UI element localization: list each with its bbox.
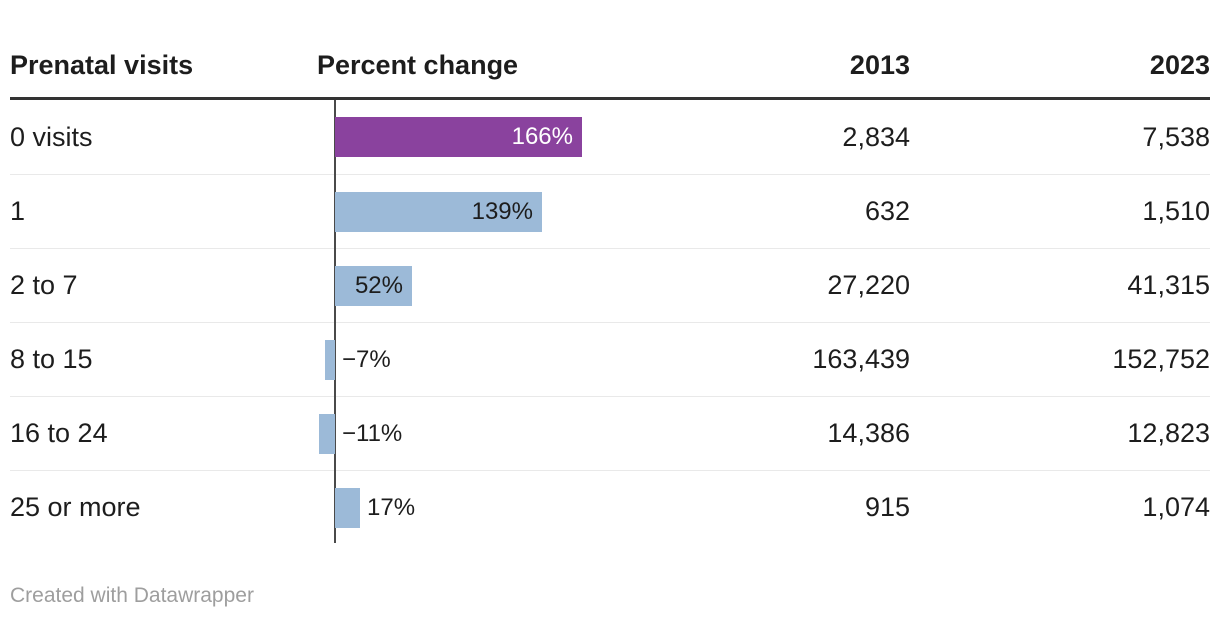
percent-change-bar (335, 266, 412, 306)
value-2013: 2,834 (842, 121, 910, 152)
bar-chart-zero-axis (334, 100, 336, 543)
percent-change-value: −7% (342, 346, 391, 373)
percent-change-bar (325, 340, 335, 380)
percent-change-value: 52% (354, 272, 403, 299)
percent-change-bar (335, 488, 360, 528)
value-2013: 915 (864, 492, 910, 522)
percent-change-bar (335, 192, 542, 232)
percent-change-bar (319, 414, 335, 454)
row-label: 8 to 15 (10, 344, 93, 374)
row-label: 0 visits (10, 121, 93, 152)
value-2013: 632 (864, 196, 910, 226)
percent-change-value: 17% (367, 494, 416, 521)
table-header-row: Prenatal visits Percent change 2013 2023 (10, 0, 1210, 100)
table-chart: Prenatal visits Percent change 2013 2023… (10, 0, 1210, 620)
column-header-2023: 2023 (1149, 50, 1210, 80)
value-2013: 27,220 (827, 270, 910, 300)
table-row: 25 or more 17% 915 1,074 (10, 470, 1210, 544)
percent-change-value: −11% (342, 420, 403, 447)
row-label: 16 to 24 (10, 418, 108, 448)
row-label: 1 (10, 196, 26, 226)
row-label: 2 to 7 (10, 270, 78, 300)
datawrapper-attribution: Created with Datawrapper (10, 584, 254, 607)
percent-change-bar (335, 117, 582, 157)
row-label: 25 or more (10, 492, 141, 522)
table-body: 0 visits 166% 2,834 7,538 1 139% 632 1,5… (10, 100, 1210, 544)
column-header-prenatal-visits: Prenatal visits (10, 50, 194, 80)
value-2023: 7,538 (1142, 121, 1210, 152)
value-2023: 12,823 (1127, 418, 1210, 448)
column-header-2013: 2013 (849, 50, 910, 80)
value-2013: 14,386 (827, 418, 910, 448)
value-2023: 152,752 (1112, 344, 1210, 374)
table-row: 8 to 15 −7% 163,439 152,752 (10, 322, 1210, 396)
value-2023: 41,315 (1127, 270, 1210, 300)
value-2013: 163,439 (812, 344, 910, 374)
column-header-percent-change: Percent change (317, 50, 519, 80)
value-2023: 1,074 (1142, 492, 1210, 522)
table-row: 2 to 7 52% 27,220 41,315 (10, 248, 1210, 322)
table-row: 1 139% 632 1,510 (10, 174, 1210, 248)
table-row: 16 to 24 −11% 14,386 12,823 (10, 396, 1210, 470)
value-2023: 1,510 (1142, 196, 1210, 226)
percent-change-value: 166% (511, 123, 573, 150)
table-row: 0 visits 166% 2,834 7,538 (10, 100, 1210, 174)
percent-change-value: 139% (471, 198, 533, 225)
